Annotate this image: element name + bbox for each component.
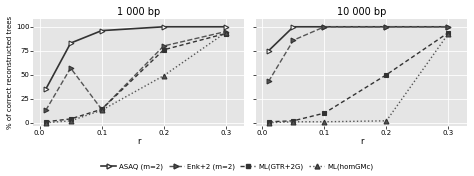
Legend: ASAQ (m=2), Enk+2 (m=2), ML(GTR+2G), ML(homGMc): ASAQ (m=2), Enk+2 (m=2), ML(GTR+2G), ML(… — [98, 160, 376, 172]
X-axis label: r: r — [137, 137, 141, 146]
Title: 10 000 bp: 10 000 bp — [337, 7, 386, 17]
X-axis label: r: r — [360, 137, 364, 146]
Title: 1 000 bp: 1 000 bp — [117, 7, 161, 17]
Y-axis label: % of correct reconstructed trees: % of correct reconstructed trees — [7, 16, 13, 129]
